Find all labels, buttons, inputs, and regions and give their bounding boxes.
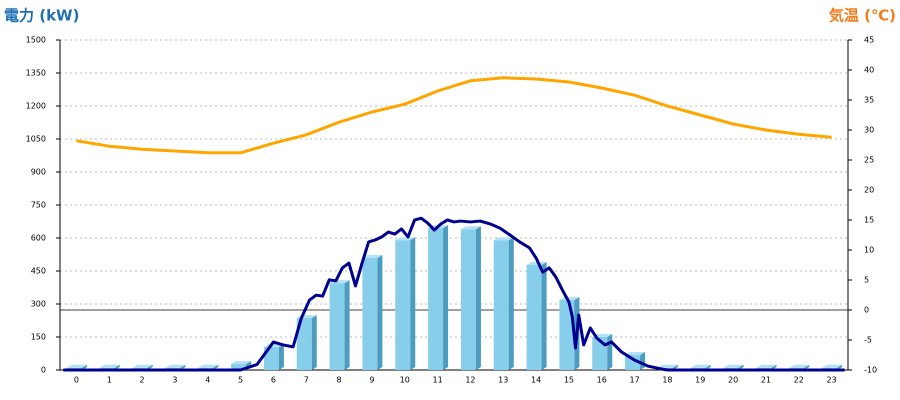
x-tick-label: 2 xyxy=(140,376,145,385)
bar-side xyxy=(443,225,449,370)
x-tick-label: 15 xyxy=(564,376,574,385)
x-tick-label: 17 xyxy=(629,376,639,385)
y-tick-label: 1200 xyxy=(26,102,46,111)
y-tick-label: 750 xyxy=(31,201,46,210)
y2-tick-label: 0 xyxy=(864,306,869,315)
x-tick-label: 12 xyxy=(465,376,475,385)
y-tick-label: 600 xyxy=(31,234,46,243)
bar xyxy=(460,229,476,370)
bar-top xyxy=(132,364,153,368)
y2-tick-label: 5 xyxy=(864,276,869,285)
y-tick-label: 1500 xyxy=(26,36,46,45)
bar-top xyxy=(165,364,186,368)
x-tick-label: 23 xyxy=(826,376,836,385)
y-tick-label: 900 xyxy=(31,168,46,177)
x-tick-label: 1 xyxy=(107,376,112,385)
bar xyxy=(263,346,279,370)
bar-top xyxy=(66,364,87,368)
x-tick-label: 5 xyxy=(238,376,243,385)
x-tick-label: 3 xyxy=(172,376,177,385)
bar-side xyxy=(344,280,350,370)
y2-axis-title: 気温 (℃) xyxy=(829,7,896,25)
x-tick-label: 20 xyxy=(728,376,738,385)
bar xyxy=(329,283,345,370)
y2-tick-label: 15 xyxy=(864,216,874,225)
bar-top xyxy=(657,364,678,368)
bar-top xyxy=(460,226,481,230)
x-tick-label: 8 xyxy=(337,376,342,385)
bar xyxy=(559,300,575,370)
x-tick-label: 10 xyxy=(400,376,410,385)
x-tick-label: 11 xyxy=(432,376,442,385)
y2-tick-label: 25 xyxy=(864,156,874,165)
bar-side xyxy=(508,237,514,370)
bar-side xyxy=(475,226,481,370)
bar-side xyxy=(410,237,416,370)
x-tick-label: 19 xyxy=(695,376,705,385)
bar-side xyxy=(640,352,646,370)
bar xyxy=(296,318,312,370)
bar-side xyxy=(377,255,383,370)
y2-tick-label: 20 xyxy=(864,186,874,195)
x-tick-label: 21 xyxy=(761,376,771,385)
x-tick-label: 18 xyxy=(662,376,672,385)
x-tick-label: 4 xyxy=(205,376,210,385)
bar-top xyxy=(756,364,777,368)
bar xyxy=(231,364,247,370)
y2-tick-label: 30 xyxy=(864,126,874,135)
bar-top xyxy=(559,297,580,301)
bar-top xyxy=(362,255,383,259)
x-tick-label: 16 xyxy=(597,376,607,385)
y-axis-title: 電力 (kW) xyxy=(4,7,79,25)
bar xyxy=(428,228,444,370)
x-tick-label: 6 xyxy=(271,376,276,385)
bar xyxy=(526,265,542,370)
bar-top xyxy=(231,361,252,365)
y-tick-label: 300 xyxy=(31,300,46,309)
bar xyxy=(395,240,411,370)
y2-tick-label: 45 xyxy=(864,36,874,45)
bar-side xyxy=(541,262,547,370)
x-tick-label: 9 xyxy=(369,376,374,385)
x-tick-label: 22 xyxy=(794,376,804,385)
bar-top xyxy=(493,237,514,241)
bar-side xyxy=(607,334,613,370)
bar xyxy=(493,240,509,370)
line xyxy=(76,76,832,155)
y2-tick-label: -5 xyxy=(864,336,872,345)
x-tick-label: 0 xyxy=(74,376,79,385)
y-tick-label: 1050 xyxy=(26,135,46,144)
x-tick-label: 7 xyxy=(304,376,309,385)
y2-tick-label: -10 xyxy=(864,366,877,375)
bar-side xyxy=(311,315,317,370)
bar xyxy=(362,258,378,370)
x-tick-label: 13 xyxy=(498,376,508,385)
bar-top xyxy=(789,364,810,368)
y2-tick-label: 10 xyxy=(864,246,874,255)
bar-top xyxy=(723,364,744,368)
y-tick-label: 0 xyxy=(41,366,46,375)
x-tick-label: 14 xyxy=(531,376,541,385)
line xyxy=(63,216,845,372)
y-tick-label: 150 xyxy=(31,333,46,342)
bar-top xyxy=(690,364,711,368)
bar-top xyxy=(822,364,843,368)
y-tick-label: 450 xyxy=(31,267,46,276)
y-tick-label: 1350 xyxy=(26,69,46,78)
bar-top xyxy=(395,237,416,241)
bar-top xyxy=(625,352,646,356)
bar-top xyxy=(198,364,219,368)
bar xyxy=(625,355,641,370)
y2-tick-label: 40 xyxy=(864,66,874,75)
y2-tick-label: 35 xyxy=(864,96,874,105)
bar-top xyxy=(99,364,120,368)
bar-top xyxy=(526,262,547,266)
bar-side xyxy=(278,343,284,370)
